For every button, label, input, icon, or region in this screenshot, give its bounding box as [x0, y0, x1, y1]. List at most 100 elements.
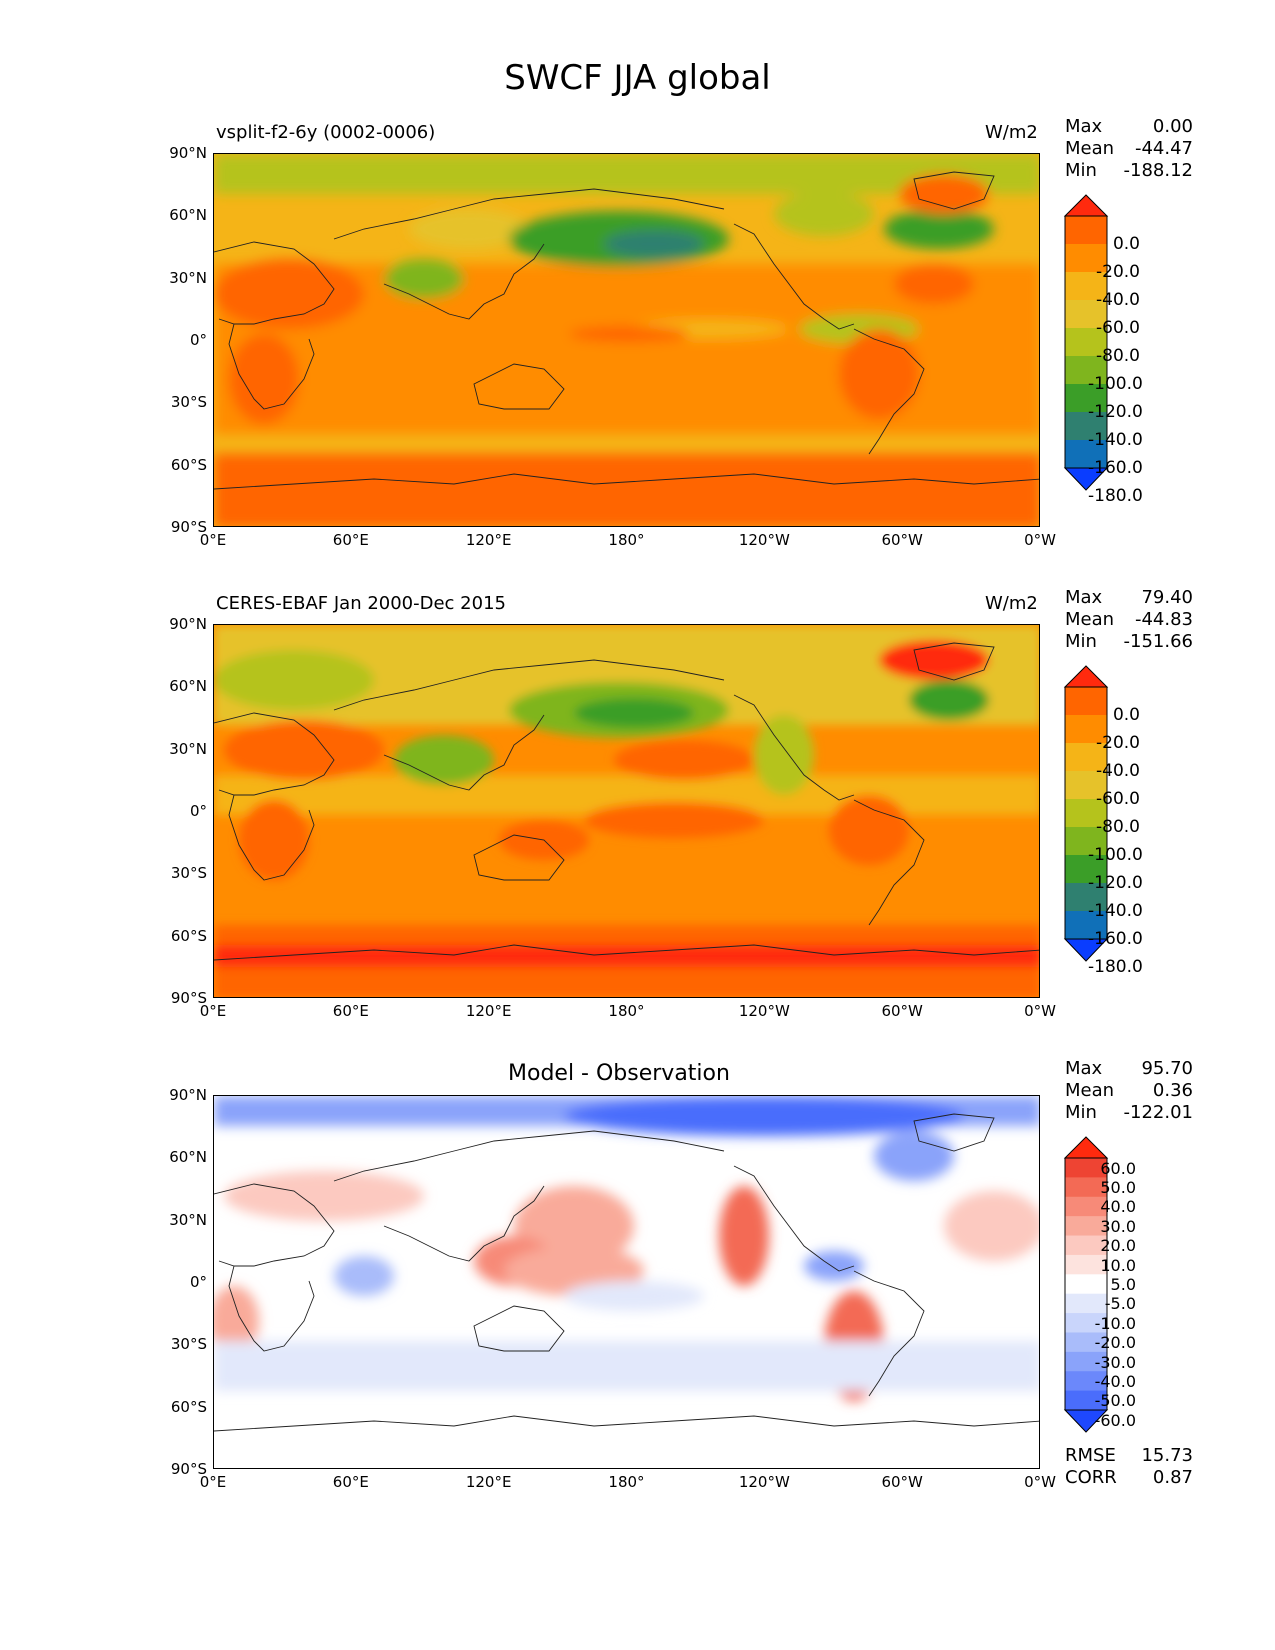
stat-label: Min: [1065, 1102, 1097, 1123]
colorbar-frame: [1064, 215, 1108, 469]
colorbar-tick-label: 20.0: [1100, 1236, 1136, 1256]
colorbar-extend-top: [1063, 665, 1109, 688]
colorbar-segment: [1065, 1313, 1107, 1333]
x-tick-label: 0°E: [199, 1473, 227, 1491]
colorbar-tick-label: -180.0: [1088, 486, 1143, 506]
map-field-model: [213, 153, 1040, 527]
y-tick-label: 90°S: [170, 1460, 207, 1478]
corr-value: 0.87: [1152, 1467, 1193, 1488]
x-tick-label: 120°E: [465, 531, 512, 549]
panel-units: W/m2: [985, 593, 1038, 614]
colorbar-tick-label: 0.0: [1112, 234, 1140, 254]
stats-observation: Max 79.40 Mean -44.83 Min -151.66: [1065, 587, 1193, 653]
corr-label: CORR: [1065, 1467, 1117, 1488]
colorbar-segment: [1065, 384, 1107, 413]
rmse-value: 15.73: [1141, 1445, 1193, 1466]
colorbar-tick-label: -160.0: [1088, 458, 1143, 478]
colorbar-tick-label: -20.0: [1094, 1333, 1136, 1353]
stats-rmse-corr: RMSE 15.73 CORR 0.87: [1065, 1445, 1193, 1489]
stat-label: Min: [1065, 160, 1097, 181]
y-tick-label: 90°S: [170, 989, 207, 1007]
y-tick-label: 30°N: [169, 739, 207, 758]
colorbar-frame: [1064, 686, 1108, 940]
stat-mean: -44.83: [1134, 609, 1193, 630]
colorbar-segment: [1065, 356, 1107, 385]
colorbar-tick-label: -50.0: [1094, 1391, 1136, 1411]
stat-label: Mean: [1065, 1080, 1115, 1101]
map-field-observation: [213, 624, 1040, 998]
colorbar-tick-label: -20.0: [1096, 262, 1140, 282]
panel-center-title: Model - Observation: [508, 1061, 730, 1086]
colorbar-tick-label: -140.0: [1088, 901, 1143, 921]
x-tick-label: 60°W: [881, 1473, 923, 1491]
colorbar-tick-label: -100.0: [1088, 845, 1143, 865]
x-tick-label: 180°: [608, 531, 645, 549]
colorbar-segment: [1065, 1158, 1107, 1178]
y-tick-label: 60°N: [169, 677, 207, 696]
colorbar-difference: [1063, 1136, 1109, 1440]
x-tick-label: 120°W: [738, 531, 790, 549]
y-tick-label: 90°N: [169, 615, 207, 633]
colorbar-tick-label: 40.0: [1100, 1197, 1136, 1217]
x-tick-label: 120°E: [465, 1002, 512, 1020]
colorbar-tick-label: -5.0: [1104, 1294, 1136, 1314]
colorbar-segment: [1065, 1274, 1107, 1295]
panel-difference: Model - Observation: [0, 0, 1275, 1469]
colorbar-segment: [1065, 827, 1107, 856]
colorbar-model: [1063, 194, 1109, 498]
colorbar-segment: [1065, 1293, 1107, 1314]
colorbar-tick-label: 5.0: [1110, 1275, 1136, 1294]
x-tick-label: 120°W: [738, 1002, 790, 1020]
colorbar-segment: [1065, 216, 1107, 245]
y-tick-label: 0°: [189, 331, 207, 349]
y-tick-label: 30°S: [170, 864, 207, 883]
stat-mean: 0.36: [1152, 1080, 1193, 1101]
colorbar-segment: [1065, 272, 1107, 301]
colorbar-segment: [1065, 412, 1107, 441]
y-tick-label: 0°: [189, 1273, 207, 1291]
stat-label: Max: [1065, 116, 1103, 137]
y-tick-label: 30°N: [169, 1210, 207, 1229]
colorbar-tick-label: -140.0: [1088, 430, 1143, 450]
colorbar-segment: [1065, 1196, 1107, 1217]
colorbar-tick-label: -40.0: [1096, 290, 1140, 310]
colorbar-tick-label: -100.0: [1088, 374, 1143, 394]
colorbar-segment: [1065, 687, 1107, 716]
stats-model: Max 0.00 Mean -44.47 Min -188.12: [1065, 116, 1193, 182]
colorbar-segment: [1065, 1177, 1107, 1198]
colorbar-segment: [1065, 1216, 1107, 1237]
colorbar-tick-label: -10.0: [1094, 1313, 1136, 1333]
panel-units: W/m2: [985, 122, 1038, 143]
y-tick-label: 90°S: [170, 518, 207, 536]
colorbar-segment: [1065, 715, 1107, 744]
stats-difference: Max 95.70 Mean 0.36 Min -122.01: [1065, 1058, 1193, 1124]
colorbar-tick-label: -40.0: [1096, 761, 1140, 781]
stat-max: 95.70: [1141, 1058, 1193, 1079]
colorbar-tick-label: -180.0: [1088, 957, 1143, 977]
x-tick-label: 0°E: [199, 531, 227, 549]
x-tick-label: 180°: [608, 1002, 645, 1020]
colorbar-segment: [1065, 1235, 1107, 1256]
y-tick-label: 90°N: [169, 1086, 207, 1104]
colorbar-tick-label: 60.0: [1100, 1158, 1136, 1178]
colorbar-segment: [1065, 1351, 1107, 1372]
colorbar-extend-top: [1063, 1136, 1109, 1159]
x-tick-label: 0°E: [199, 1002, 227, 1020]
colorbar-segment: [1065, 440, 1107, 469]
colorbar-frame: [1064, 1157, 1108, 1411]
x-tick-label: 60°W: [881, 1002, 923, 1020]
colorbar-segment: [1065, 883, 1107, 912]
y-tick-label: 30°S: [170, 1335, 207, 1354]
stat-label: Mean: [1065, 609, 1115, 630]
y-tick-label: 60°S: [170, 1397, 207, 1416]
map-difference: [213, 1095, 1040, 1469]
stat-min: -188.12: [1123, 160, 1193, 181]
y-tick-label: 60°S: [170, 455, 207, 474]
stat-max: 0.00: [1152, 116, 1193, 137]
panel-left-title: vsplit-f2-6y (0002-0006): [216, 122, 436, 143]
y-tick-label: 60°N: [169, 206, 207, 225]
colorbar-tick-label: 30.0: [1100, 1216, 1136, 1236]
colorbar-segment: [1065, 328, 1107, 357]
colorbar-tick-label: -60.0: [1096, 789, 1140, 809]
colorbar-segment: [1065, 244, 1107, 273]
